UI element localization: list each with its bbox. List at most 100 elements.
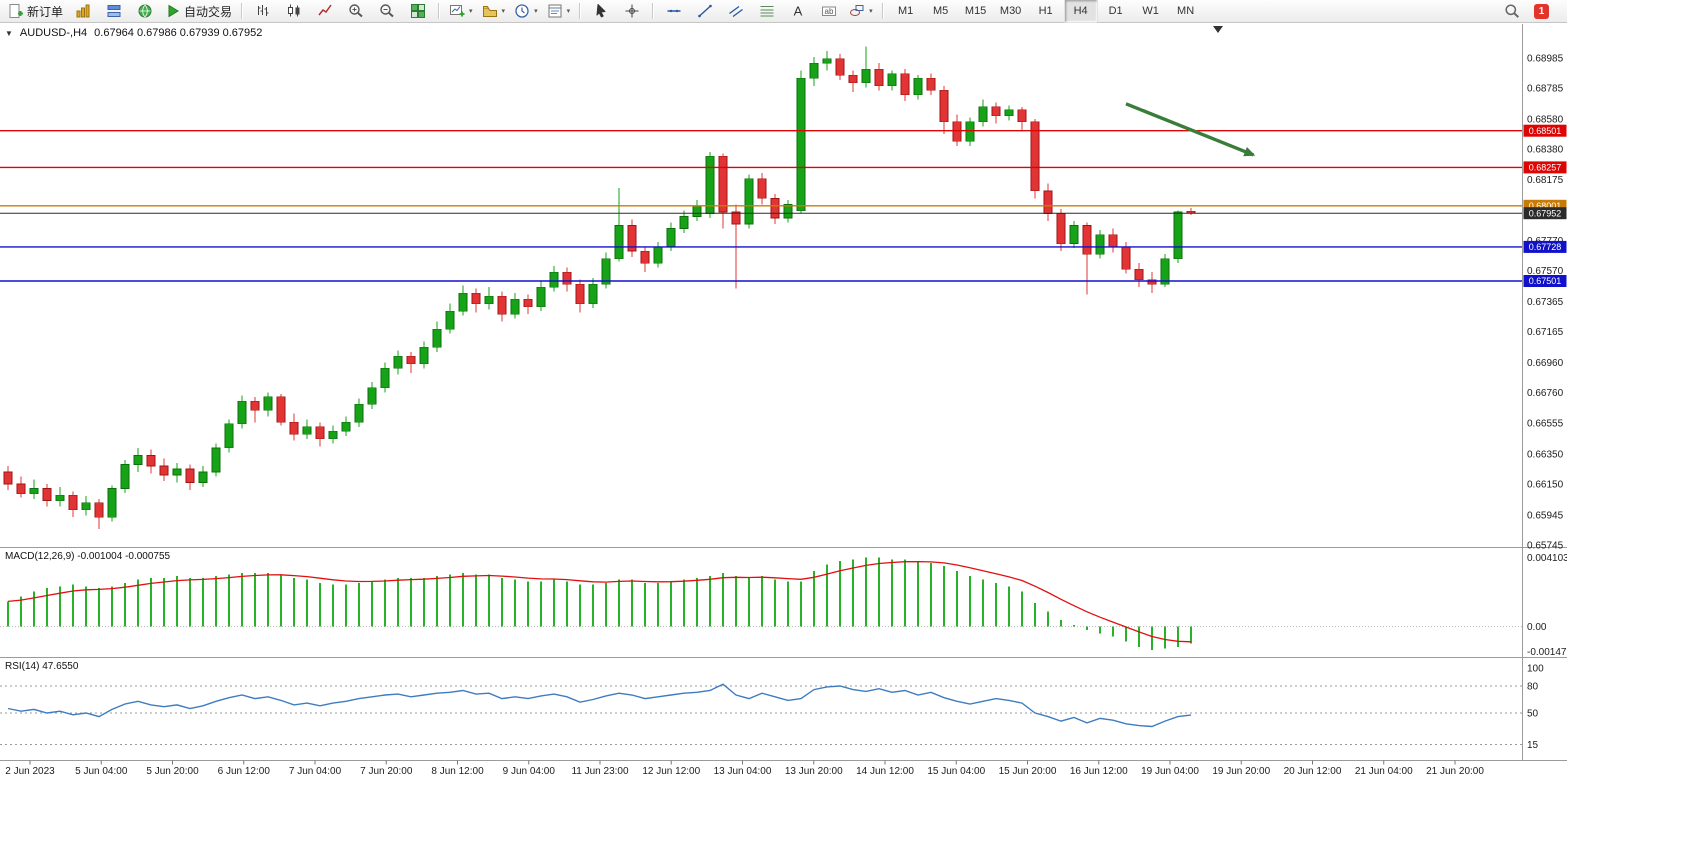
horizontal-line-button[interactable]	[659, 0, 689, 22]
svg-text:15 Jun 20:00: 15 Jun 20:00	[999, 766, 1057, 777]
svg-text:7 Jun 20:00: 7 Jun 20:00	[360, 766, 413, 777]
svg-text:0.67165: 0.67165	[1527, 327, 1564, 338]
chart-shift-marker[interactable]	[1213, 26, 1223, 33]
templates-button[interactable]: ▾	[543, 0, 575, 22]
profiles-button[interactable]: ▾	[478, 0, 510, 22]
svg-text:19 Jun 04:00: 19 Jun 04:00	[1141, 766, 1199, 777]
profiles-icon	[482, 6, 497, 17]
trendline-button[interactable]	[690, 0, 720, 22]
pane-separators[interactable]	[0, 24, 1567, 761]
svg-text:0.65745: 0.65745	[1527, 540, 1564, 551]
svg-text:8 Jun 12:00: 8 Jun 12:00	[431, 766, 484, 777]
svg-text:0.004103: 0.004103	[1527, 553, 1567, 564]
play-icon	[168, 4, 179, 18]
svg-text:0.68257: 0.68257	[1529, 163, 1562, 173]
svg-text:ab: ab	[825, 7, 834, 16]
timeframe-h4-button[interactable]: H4	[1063, 0, 1098, 23]
market-watch-button[interactable]	[68, 0, 98, 22]
timeframe-m15-button[interactable]: M15	[964, 5, 987, 17]
candles	[3, 46, 1196, 530]
label-button[interactable]: ab	[814, 0, 844, 22]
timeframe-m1-button[interactable]: M1	[897, 5, 914, 17]
search-button[interactable]	[1497, 0, 1527, 22]
shapes-button[interactable]: ▾	[845, 0, 877, 22]
rsi-name: RSI(14)	[5, 661, 40, 672]
toolbar-separator	[241, 3, 244, 19]
timeframe-d1-button[interactable]: D1	[1108, 5, 1123, 17]
time-axis[interactable]: 2 Jun 2023 5 Jun 04:00 5 Jun 20:00 6 Jun 12…	[5, 760, 1484, 778]
svg-text:50: 50	[1527, 709, 1539, 720]
notifications-badge[interactable]: 1	[1534, 3, 1549, 19]
svg-text:9 Jun 04:00: 9 Jun 04:00	[503, 766, 556, 777]
new-chart-icon	[450, 5, 465, 17]
svg-text:0.68001: 0.68001	[1529, 201, 1562, 211]
chart-title: ▼ AUDUSD-,H4 0.67964 0.67986 0.67939 0.6…	[5, 27, 262, 39]
timeframe-w1-button[interactable]: W1	[1142, 5, 1159, 17]
bar-chart-button[interactable]	[248, 0, 278, 22]
svg-text:6 Jun 12:00: 6 Jun 12:00	[218, 766, 271, 777]
new-chart-button[interactable]: ▾	[445, 0, 477, 22]
trendline-icon	[698, 4, 712, 18]
svg-text:20 Jun 12:00: 20 Jun 12:00	[1284, 766, 1342, 777]
text-icon: A	[794, 4, 803, 19]
tile-windows-button[interactable]	[403, 0, 433, 22]
trend-arrow[interactable]	[1125, 102, 1256, 157]
chevron-down-icon: ▾	[469, 8, 473, 15]
crosshair-button[interactable]	[617, 0, 647, 22]
hline-icon	[667, 9, 681, 13]
template-icon	[548, 4, 562, 18]
zoom-in-button[interactable]	[341, 0, 371, 22]
green-globe-icon	[138, 4, 152, 18]
one-click-trading-arrow[interactable]: ▼	[5, 28, 13, 38]
svg-text:21 Jun 20:00: 21 Jun 20:00	[1426, 766, 1484, 777]
timeframe-mn-button[interactable]: MN	[1177, 5, 1195, 17]
macd-histogram	[7, 557, 1192, 651]
timeframe-m5-button[interactable]: M5	[932, 5, 949, 17]
chart-canvas[interactable]: 0.68985 0.68785 0.68580 0.68380 0.68175 0.679…	[0, 24, 1572, 780]
svg-text:0.66150: 0.66150	[1527, 480, 1564, 491]
line-chart-button[interactable]	[310, 0, 340, 22]
rsi-label: RSI(14) 47.6550	[5, 661, 78, 672]
chevron-down-icon: ▾	[869, 8, 873, 15]
label-icon: ab	[822, 6, 837, 16]
clock-icon	[515, 4, 529, 18]
timeframe-m30-button[interactable]: M30	[999, 5, 1022, 17]
svg-text:21 Jun 04:00: 21 Jun 04:00	[1355, 766, 1413, 777]
svg-text:7 Jun 04:00: 7 Jun 04:00	[289, 766, 342, 777]
rsi-value: 47.6550	[42, 661, 79, 672]
channel-button[interactable]	[721, 0, 751, 22]
svg-text:11 Jun 23:00: 11 Jun 23:00	[571, 766, 629, 777]
svg-text:13 Jun 20:00: 13 Jun 20:00	[785, 766, 843, 777]
svg-text:0.67570: 0.67570	[1527, 266, 1564, 277]
autotrading-button[interactable]: 自动交易	[161, 0, 236, 22]
periods-button[interactable]: ▾	[510, 0, 542, 22]
channel-icon	[729, 5, 743, 18]
toolbar-separator	[579, 3, 582, 19]
shapes-icon	[850, 5, 864, 16]
cursor-button[interactable]	[586, 0, 616, 22]
ohlc-values: 0.67964 0.67986 0.67939 0.67952	[94, 27, 263, 39]
svg-text:0.67501: 0.67501	[1529, 276, 1562, 286]
fibonacci-button[interactable]	[752, 0, 782, 22]
svg-text:16 Jun 12:00: 16 Jun 12:00	[1070, 766, 1128, 777]
svg-text:0.00: 0.00	[1527, 622, 1547, 633]
search-icon	[1505, 4, 1519, 18]
blue-layers-icon	[107, 5, 121, 17]
svg-text:0.68501: 0.68501	[1529, 126, 1562, 136]
timeframe-h1-button[interactable]: H1	[1038, 5, 1053, 17]
candlestick-chart-button[interactable]	[279, 0, 309, 22]
chart-plot[interactable]: 0.68985 0.68785 0.68580 0.68380 0.68175 0.679…	[0, 24, 1572, 785]
zoom-out-button[interactable]	[372, 0, 402, 22]
svg-text:80: 80	[1527, 682, 1539, 693]
svg-text:15 Jun 04:00: 15 Jun 04:00	[927, 766, 985, 777]
autotrading-button-label: 自动交易	[184, 4, 233, 19]
zoom-out-icon	[380, 4, 394, 18]
svg-text:0.66760: 0.66760	[1527, 388, 1564, 399]
text-button[interactable]: A	[783, 0, 813, 22]
tile-icon	[411, 4, 426, 18]
toolbar-separator	[438, 3, 441, 19]
data-window-button[interactable]	[99, 0, 129, 22]
new-order-button[interactable]: 新订单	[4, 0, 67, 22]
mql5-community-button[interactable]	[130, 0, 160, 22]
